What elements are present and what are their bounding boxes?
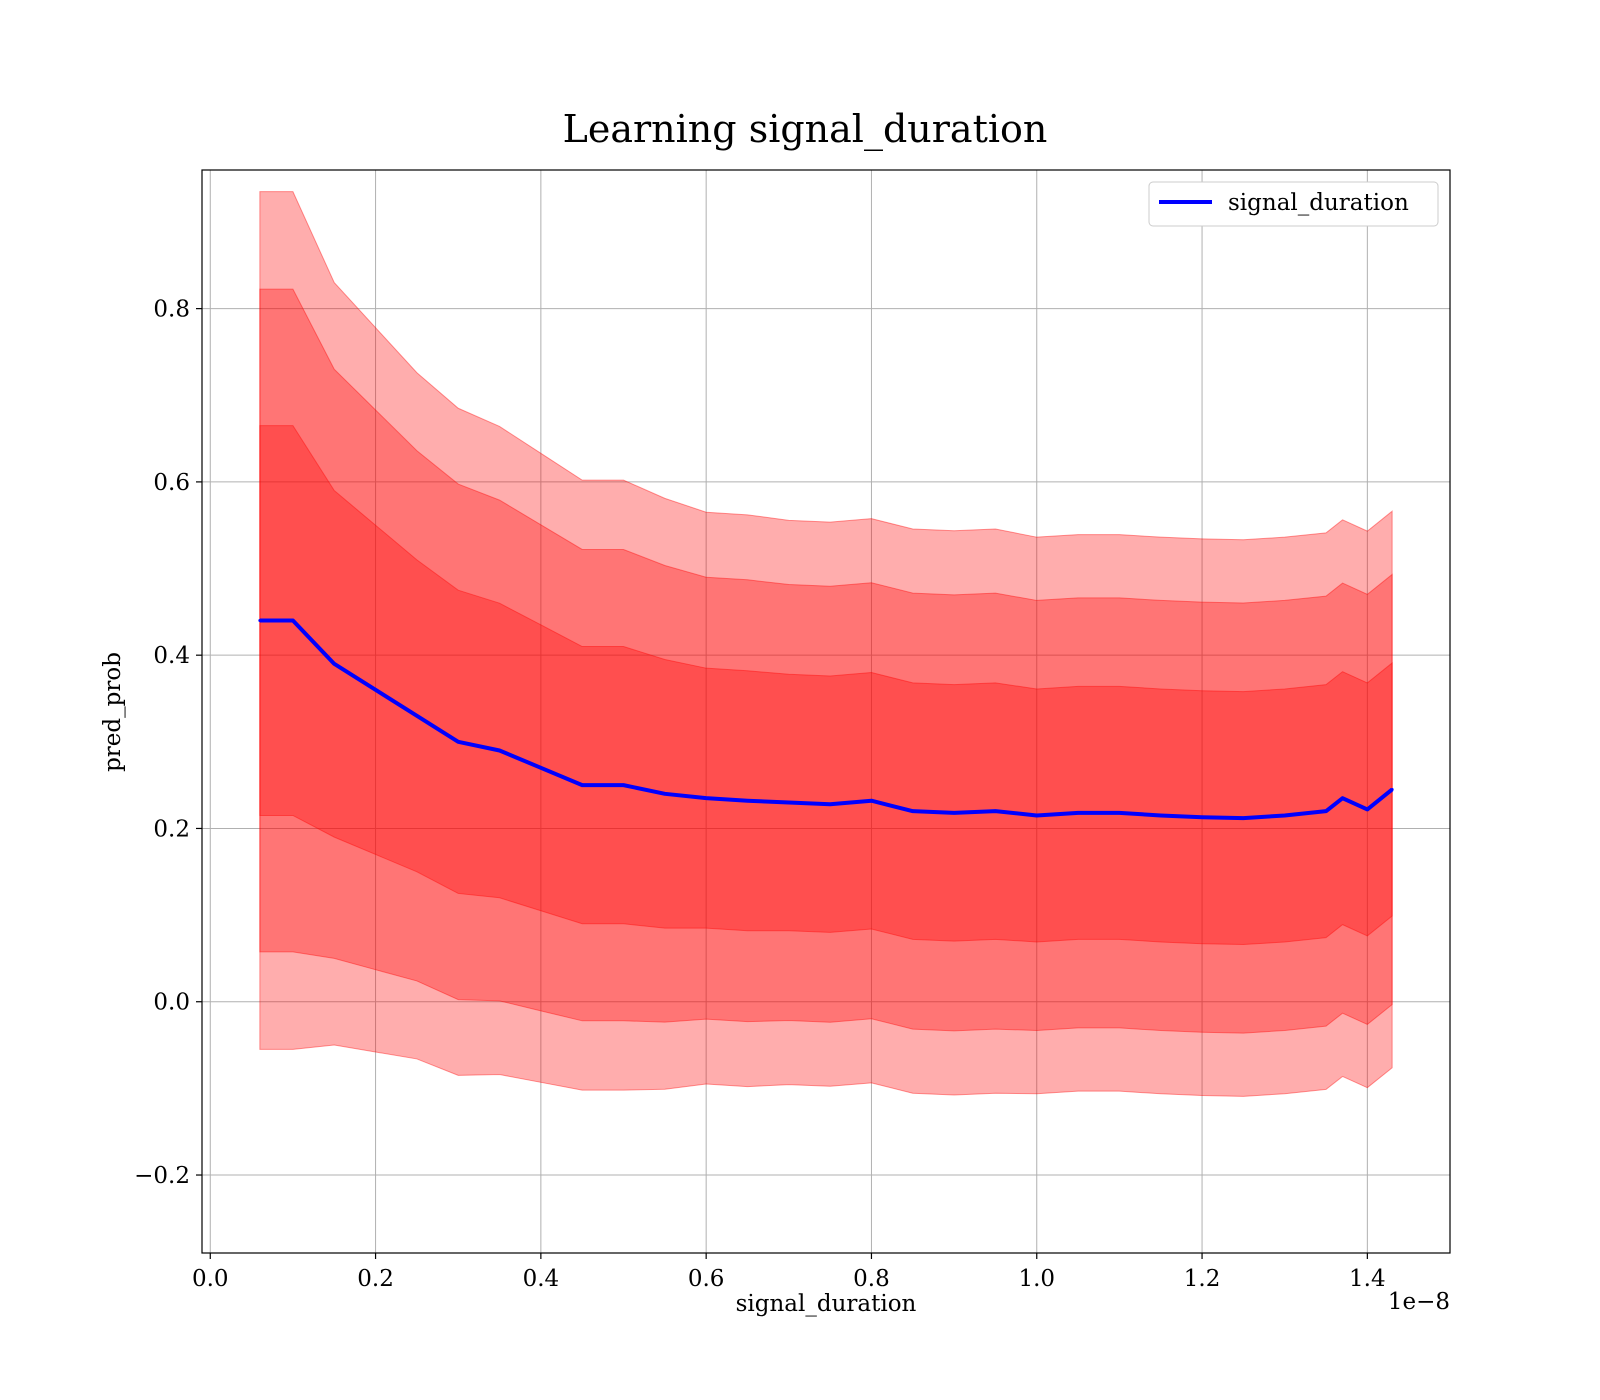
chart-title: Learning signal_duration <box>563 107 1048 152</box>
x-axis-label: signal_duration <box>736 1291 917 1317</box>
data-point <box>745 799 749 803</box>
plot-frame <box>201 169 1451 1254</box>
x-offset-label: 1e−8 <box>1388 1289 1450 1315</box>
x-tick-label: 0.8 <box>853 1266 890 1292</box>
grid <box>202 170 1450 1253</box>
data-point <box>1390 787 1394 791</box>
y-tick-label: 0.2 <box>153 816 190 842</box>
x-tick-label: 0.4 <box>523 1266 560 1292</box>
x-tick-label: 1.2 <box>1184 1266 1221 1292</box>
legend: signal_duration <box>1148 181 1439 227</box>
data-point <box>911 809 915 813</box>
data-point <box>828 802 832 806</box>
band-2.2-sd <box>259 191 1393 1097</box>
data-point <box>1035 813 1039 817</box>
data-point <box>787 800 791 804</box>
data-point <box>869 799 873 803</box>
x-tick-label: 1.4 <box>1349 1266 1386 1292</box>
x-tick-label: 0.6 <box>688 1266 725 1292</box>
y-tick-label: −0.2 <box>134 1163 190 1189</box>
data-point <box>415 714 419 718</box>
data-point <box>1200 815 1204 819</box>
data-point <box>1241 816 1245 820</box>
data-point <box>258 619 262 623</box>
data-point <box>1076 811 1080 815</box>
data-point <box>704 796 708 800</box>
y-axis-label: pred_prob <box>100 652 126 772</box>
data-point <box>374 688 378 692</box>
data-point <box>539 766 543 770</box>
y-tick-label: 0.8 <box>153 297 190 323</box>
data-point <box>663 792 667 796</box>
x-ticks: 0.0 0.2 0.4 0.6 0.8 1.0 1.2 1.4 <box>192 1253 1386 1292</box>
data-point <box>1324 809 1328 813</box>
y-tick-label: 0.0 <box>153 990 190 1016</box>
data-point <box>580 783 584 787</box>
data-point <box>456 740 460 744</box>
data-point <box>1365 807 1369 811</box>
y-tick-label: 0.4 <box>153 643 190 669</box>
data-point <box>1341 796 1345 800</box>
data-point <box>332 662 336 666</box>
data-point <box>1159 813 1163 817</box>
legend-label: signal_duration <box>1228 190 1409 216</box>
series-line-signal_duration <box>259 618 1394 821</box>
data-point <box>291 619 295 623</box>
x-tick-label: 1.0 <box>1018 1266 1055 1292</box>
data-point <box>993 809 997 813</box>
data-point <box>1283 813 1287 817</box>
data-point <box>498 748 502 752</box>
y-tick-label: 0.6 <box>153 470 190 496</box>
legend-box <box>1148 181 1439 227</box>
series-lines <box>258 618 1394 821</box>
data-point <box>952 811 956 815</box>
x-tick-label: 0.0 <box>192 1266 229 1292</box>
y-ticks: −0.2 0.0 0.2 0.4 0.6 0.8 <box>134 297 202 1189</box>
band-1.7-sd <box>259 288 1393 1034</box>
data-point <box>1117 811 1121 815</box>
data-point <box>622 783 626 787</box>
x-tick-label: 0.2 <box>357 1266 394 1292</box>
